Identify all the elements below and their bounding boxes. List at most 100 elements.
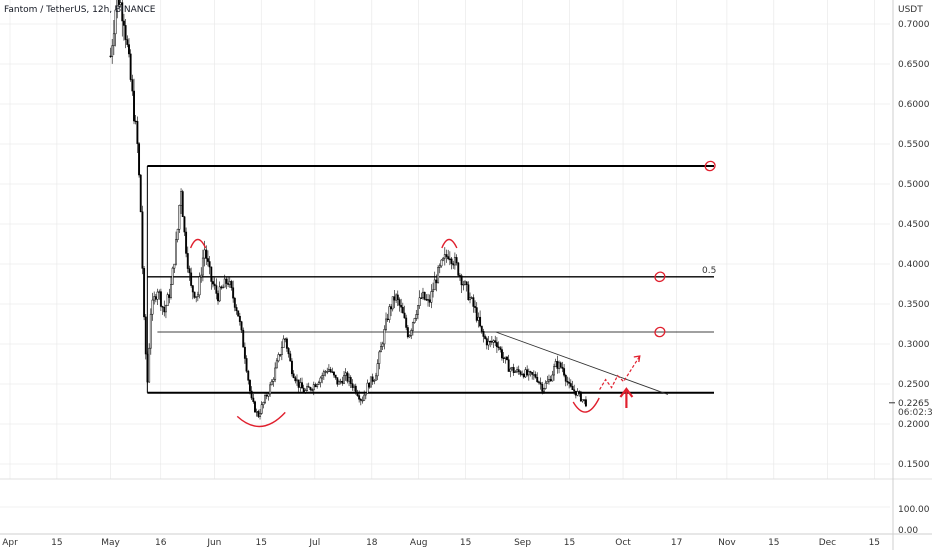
annotations[interactable] — [189, 160, 717, 428]
candle-body — [495, 342, 498, 348]
candle-body — [519, 371, 522, 375]
candle-body — [349, 377, 352, 384]
candle — [338, 379, 340, 385]
candle — [309, 386, 312, 392]
candle — [385, 312, 387, 332]
candle — [500, 346, 503, 361]
candle-body — [163, 306, 166, 313]
candle — [304, 388, 307, 394]
candle — [549, 375, 552, 382]
candle-body — [373, 380, 376, 382]
candle-body — [257, 411, 260, 417]
candle-body — [574, 390, 577, 396]
candle — [430, 284, 433, 309]
candle — [423, 291, 426, 301]
candle — [482, 328, 485, 343]
candle-body — [400, 305, 403, 308]
candle-body — [484, 336, 487, 339]
candle — [519, 370, 522, 377]
candle-body — [134, 120, 137, 123]
candle-body — [418, 297, 421, 306]
candle — [563, 364, 566, 378]
candle-body — [413, 318, 416, 323]
candle-body — [317, 382, 320, 385]
candle — [243, 342, 246, 364]
candle — [205, 245, 208, 265]
candle — [548, 374, 550, 385]
red-target-circle[interactable] — [653, 270, 666, 283]
candle — [290, 358, 293, 377]
candle-body — [243, 346, 246, 359]
candle — [415, 309, 418, 321]
candle — [136, 116, 139, 153]
price-level-label: 0.5 — [702, 266, 716, 276]
candle — [484, 334, 487, 340]
candle-body — [116, 0, 119, 11]
candle — [126, 35, 129, 48]
candle-body — [159, 291, 162, 307]
candle — [536, 372, 539, 384]
candle — [534, 371, 537, 379]
candle — [435, 274, 438, 292]
candle-body — [259, 413, 261, 417]
candle — [373, 378, 376, 385]
red-arc-top[interactable] — [441, 238, 458, 249]
candle-body — [482, 331, 485, 337]
candle — [250, 386, 253, 400]
time-tick-label: Oct — [615, 538, 631, 548]
candle — [450, 257, 453, 270]
candle — [220, 285, 223, 290]
time-axis[interactable]: Apr 15 May 16 Jun 15 Jul 18 Aug 15 Sep 15 Oct 17 Nov 15… — [0, 533, 932, 548]
candle-body — [462, 284, 465, 286]
candle-body — [139, 174, 142, 213]
candle-body — [334, 374, 337, 378]
candle — [161, 305, 164, 315]
candle — [319, 376, 322, 388]
candle-body — [356, 392, 359, 396]
candle-body — [279, 354, 282, 356]
price-tick-label: 0.4500 — [898, 220, 930, 230]
candle — [230, 279, 233, 291]
candle — [144, 314, 147, 360]
candle — [346, 371, 349, 384]
candle — [447, 249, 450, 261]
candle — [336, 377, 339, 387]
candle — [406, 324, 409, 339]
candle — [479, 310, 482, 328]
red-arc-top[interactable] — [189, 238, 207, 249]
candle-body — [452, 263, 455, 266]
candle — [116, 0, 119, 19]
candle — [383, 325, 386, 350]
red-target-circle[interactable] — [704, 160, 717, 173]
candle-body — [225, 278, 228, 284]
candle-body — [336, 377, 339, 385]
candle-body — [206, 258, 209, 262]
price-axis[interactable]: 0.7000 0.6500 0.6000 0.5500 0.5000 0.4500 0.40… — [889, 0, 930, 550]
candle — [458, 273, 461, 281]
descending-trendline[interactable] — [495, 331, 669, 395]
price-levels[interactable]: 0.5 — [146, 165, 716, 395]
red-arrowhead — [633, 355, 641, 363]
red-arc-bottom[interactable] — [236, 411, 286, 428]
price-tick-label: 0.4000 — [898, 260, 930, 270]
price-tick-label: 0.5000 — [898, 180, 930, 190]
candle-body — [188, 268, 191, 274]
candle-body — [170, 284, 172, 298]
candle — [324, 370, 327, 377]
candle-body — [385, 318, 387, 330]
candle — [460, 273, 463, 293]
candle-body — [277, 354, 280, 362]
candle-body — [512, 367, 515, 373]
candle — [186, 246, 189, 273]
candle — [316, 383, 319, 389]
red-arc-bottom[interactable] — [572, 397, 600, 413]
candle — [294, 375, 297, 384]
candle-body — [487, 340, 490, 346]
candle-body — [143, 268, 146, 318]
red-target-circle[interactable] — [653, 326, 666, 339]
price-tick-label: 0.2500 — [898, 380, 930, 390]
candle-body — [301, 382, 303, 389]
candle-body — [458, 275, 461, 277]
candle-body — [151, 299, 154, 315]
